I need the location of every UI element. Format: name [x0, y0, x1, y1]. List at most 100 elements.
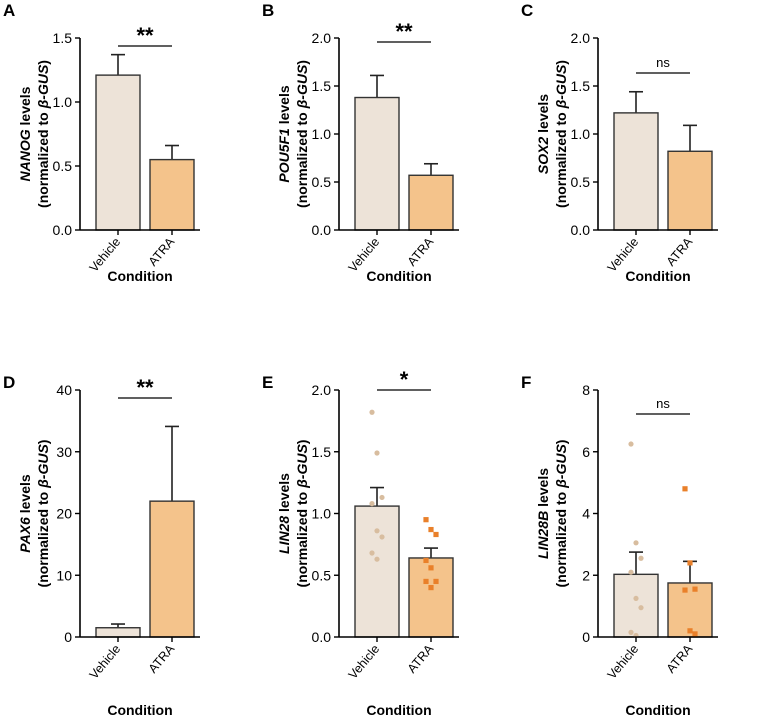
- significance-label: **: [136, 375, 154, 400]
- x-axis-label: Condition: [625, 702, 690, 718]
- data-point-atra: [687, 560, 693, 566]
- y-tick-label: 0.5: [571, 174, 591, 190]
- y-tick-label: 0.5: [312, 174, 332, 190]
- y-tick-label: 1.0: [312, 506, 332, 522]
- data-point-vehicle: [374, 528, 380, 534]
- panel-letter: A: [3, 1, 15, 20]
- y-tick-label: 30: [56, 444, 72, 460]
- y-axis-label-text: levels: [535, 468, 551, 511]
- y-tick-label: 2: [582, 567, 590, 583]
- y-tick-label: 0.0: [571, 222, 591, 238]
- data-point-vehicle: [379, 494, 385, 501]
- y-tick-label: 1.5: [312, 444, 332, 460]
- y-axis-label-text: ): [294, 60, 310, 65]
- data-point-vehicle: [374, 450, 380, 456]
- y-axis-label: POU5F1 levels: [276, 85, 292, 182]
- y-tick-label: 1.0: [312, 126, 332, 142]
- x-tick-label: Vehicle: [346, 642, 383, 682]
- y-tick-label: 6: [582, 444, 590, 460]
- bar-atra: [149, 500, 195, 638]
- y-tick-label: 0.0: [312, 222, 332, 238]
- y-tick-label: 1.5: [571, 78, 591, 94]
- y-tick-label: 1.5: [312, 78, 332, 94]
- data-point-atra: [423, 557, 429, 564]
- x-axis-label: Condition: [107, 268, 172, 284]
- y-tick-label: 40: [56, 382, 72, 398]
- x-axis-label: Condition: [366, 702, 431, 718]
- y-tick-label: 2.0: [312, 382, 332, 398]
- y-tick-label: 2.0: [571, 30, 591, 46]
- y-tick-label: 1.0: [53, 94, 73, 110]
- x-tick-label: Vehicle: [87, 642, 124, 682]
- y-axis-label: PAX6 levels: [17, 474, 33, 553]
- y-axis-label-2: (normalized to β-GUS): [553, 60, 569, 208]
- bar-vehicle: [95, 627, 141, 638]
- y-axis-label-2: (normalized to β-GUS): [35, 60, 51, 208]
- panel-e: E 0.0 0.5 1.0 1.5 2.0 Vehicle ATRA Condition LIN2…: [259, 364, 518, 728]
- chart-svg: D 0 10 20 30 40 Vehicle ATRA Condition PAX6 level…: [3, 373, 200, 718]
- y-tick-label: 0.0: [53, 222, 73, 238]
- x-axis-label: Condition: [625, 268, 690, 284]
- data-point-atra: [687, 628, 693, 634]
- y-tick-label: 0.5: [312, 567, 332, 583]
- panel-b: B 0.0 0.5 1.0 1.5 2.0 Vehicle ATRA Condition POU5…: [259, 0, 518, 364]
- data-point-vehicle: [628, 441, 634, 447]
- y-tick-label: 8: [582, 382, 590, 398]
- data-point-vehicle: [369, 550, 375, 556]
- data-point-vehicle: [633, 595, 639, 602]
- y-axis-label-text: ): [35, 60, 51, 65]
- data-point-atra: [428, 565, 434, 571]
- bar-vehicle: [613, 573, 659, 638]
- y-axis-label: LIN28 levels: [276, 473, 292, 554]
- panel-a: A 0.0 0.5 1.0 1.5 Vehicle ATRA Condition NANOG l…: [0, 0, 259, 364]
- y-axis-label-text: levels: [17, 474, 33, 517]
- panel-f: F 0 2 4 6 8 Vehicle ATRA Condition LIN28B levels(…: [518, 364, 777, 728]
- y-axis-label-text: (normalized to: [553, 108, 569, 208]
- data-point-atra: [692, 586, 698, 592]
- bar-atra: [408, 174, 454, 231]
- y-axis-label-text: ): [553, 60, 569, 65]
- y-axis-label-text: (normalized to: [553, 488, 569, 588]
- significance-label: ns: [656, 55, 670, 70]
- data-point-atra: [423, 578, 429, 585]
- y-axis-label-text: ): [553, 440, 569, 445]
- x-tick-label: ATRA: [664, 234, 696, 268]
- y-tick-label: 0: [582, 629, 590, 645]
- x-tick-label: ATRA: [405, 234, 437, 268]
- data-point-atra: [428, 585, 434, 591]
- x-tick-label: Vehicle: [605, 642, 642, 682]
- y-axis-label-text: (normalized to: [35, 108, 51, 208]
- x-tick-label: ATRA: [664, 641, 696, 675]
- panel-d: D 0 10 20 30 40 Vehicle ATRA Condition PAX6 level…: [0, 364, 259, 728]
- panel-letter: F: [521, 373, 531, 392]
- data-point-atra: [692, 631, 698, 637]
- data-point-vehicle: [633, 540, 639, 546]
- y-tick-label: 1.0: [571, 126, 591, 142]
- y-axis-label-text: levels: [535, 94, 551, 137]
- data-point-atra: [433, 578, 439, 585]
- bar-vehicle: [354, 96, 400, 231]
- panel-c: C 0.0 0.5 1.0 1.5 2.0 Vehicle ATRA Condition SOX2…: [518, 0, 777, 364]
- y-axis-label-text: ): [294, 440, 310, 445]
- significance-label: *: [400, 367, 409, 392]
- significance-label: ns: [656, 396, 670, 411]
- bar-atra: [149, 158, 195, 231]
- x-axis-label: Condition: [107, 702, 172, 718]
- x-tick-label: ATRA: [405, 641, 437, 675]
- chart-svg: F 0 2 4 6 8 Vehicle ATRA Condition LIN28B levels(…: [521, 373, 718, 718]
- y-axis-label-text: levels: [17, 86, 33, 129]
- y-axis-label-text: levels: [276, 85, 292, 128]
- y-axis-ref-gene: β-GUS: [294, 64, 310, 109]
- y-axis-label-2: (normalized to β-GUS): [294, 440, 310, 588]
- y-axis-ref-gene: β-GUS: [35, 444, 51, 489]
- data-point-atra: [682, 486, 688, 492]
- bar-atra: [408, 557, 454, 638]
- data-point-atra: [433, 531, 439, 538]
- panel-letter: C: [521, 1, 533, 20]
- bar-atra: [667, 150, 713, 231]
- x-tick-label: ATRA: [146, 234, 178, 268]
- data-point-vehicle: [379, 534, 385, 540]
- data-point-vehicle: [638, 555, 644, 561]
